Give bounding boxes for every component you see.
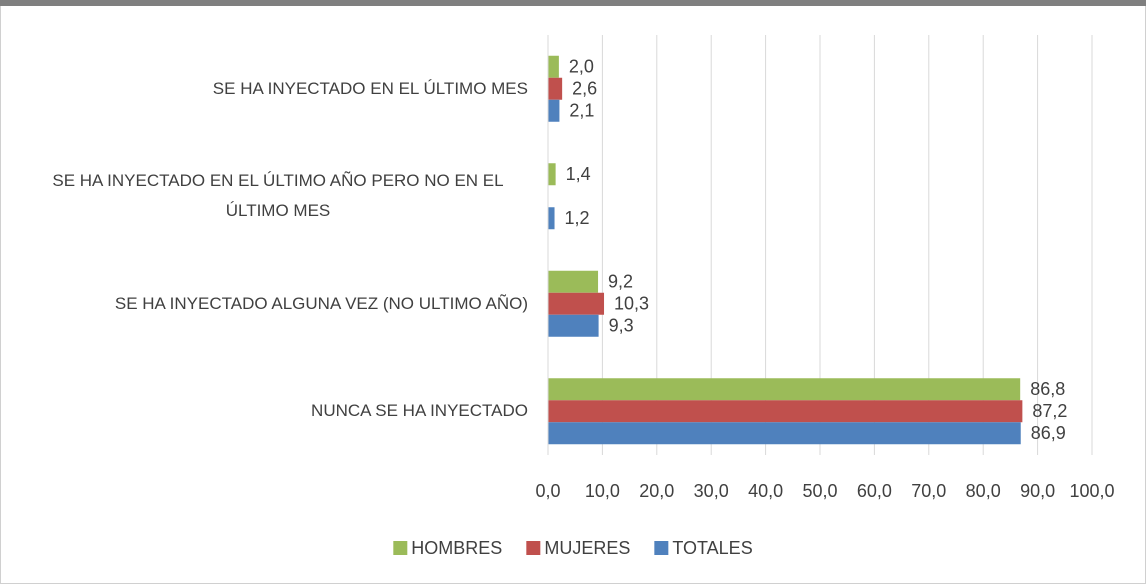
value-label: 86,9 xyxy=(1031,423,1066,443)
value-label: 2,0 xyxy=(569,57,594,77)
bar xyxy=(548,270,599,293)
category-label: SE HA INYECTADO EN EL ÚLTIMO MES xyxy=(10,49,528,129)
x-tick-label: 0,0 xyxy=(535,481,560,501)
legend-swatch xyxy=(393,541,408,555)
bar xyxy=(548,378,1021,401)
bar xyxy=(548,77,563,100)
category-label: SE HA INYECTADO EN EL ÚLTIMO AÑO PERO NO… xyxy=(10,156,528,236)
category-label-box: NUNCA SE HA INYECTADO xyxy=(10,371,528,451)
x-tick-label: 90,0 xyxy=(1020,481,1055,501)
value-label: 87,2 xyxy=(1032,401,1067,421)
x-tick-label: 80,0 xyxy=(966,481,1001,501)
value-label: 2,6 xyxy=(572,79,597,99)
legend-label: HOMBRES xyxy=(411,538,502,558)
category-text: SE HA INYECTADO EN EL ÚLTIMO AÑO PERO NO… xyxy=(52,171,504,221)
bar xyxy=(548,163,556,186)
x-tick-label: 60,0 xyxy=(857,481,892,501)
category-label: SE HA INYECTADO ALGUNA VEZ (NO ULTIMO AÑ… xyxy=(10,264,528,344)
value-label: 9,3 xyxy=(609,316,634,336)
category-label-box: SE HA INYECTADO EN EL ÚLTIMO MES xyxy=(10,49,528,129)
legend-label: TOTALES xyxy=(672,538,752,558)
value-label: 1,2 xyxy=(565,208,590,228)
legend-label: MUJERES xyxy=(544,538,630,558)
x-tick-label: 30,0 xyxy=(694,481,729,501)
legend: HOMBRES MUJERES TOTALES xyxy=(393,538,753,558)
value-label: 10,3 xyxy=(614,294,649,314)
bar xyxy=(548,422,1021,445)
category-text: SE HA INYECTADO ALGUNA VEZ (NO ULTIMO AÑ… xyxy=(114,293,528,313)
value-label: 2,1 xyxy=(569,101,594,121)
bar xyxy=(548,292,605,315)
value-label: 86,8 xyxy=(1030,379,1065,399)
value-label: 1,4 xyxy=(566,164,591,184)
bar xyxy=(548,99,560,122)
category-label-box: SE HA INYECTADO EN EL ÚLTIMO AÑO PERO NO… xyxy=(10,156,528,236)
x-tick-label: 20,0 xyxy=(639,481,674,501)
top-bar xyxy=(0,0,1146,6)
category-text: SE HA INYECTADO EN EL ÚLTIMO MES xyxy=(212,78,528,98)
bar xyxy=(548,207,555,230)
x-tick-label: 70,0 xyxy=(911,481,946,501)
category-text: NUNCA SE HA INYECTADO xyxy=(311,401,528,421)
x-tick-label: 50,0 xyxy=(802,481,837,501)
category-label-box: SE HA INYECTADO ALGUNA VEZ (NO ULTIMO AÑ… xyxy=(10,264,528,344)
value-label: 9,2 xyxy=(608,272,633,292)
legend-swatch xyxy=(526,541,541,555)
bar xyxy=(548,314,599,337)
bar xyxy=(548,55,559,78)
bar xyxy=(548,400,1023,423)
x-tick-label: 100,0 xyxy=(1069,481,1114,501)
category-label: NUNCA SE HA INYECTADO xyxy=(10,371,528,451)
x-tick-label: 10,0 xyxy=(585,481,620,501)
legend-swatch xyxy=(654,541,669,555)
x-tick-label: 40,0 xyxy=(748,481,783,501)
